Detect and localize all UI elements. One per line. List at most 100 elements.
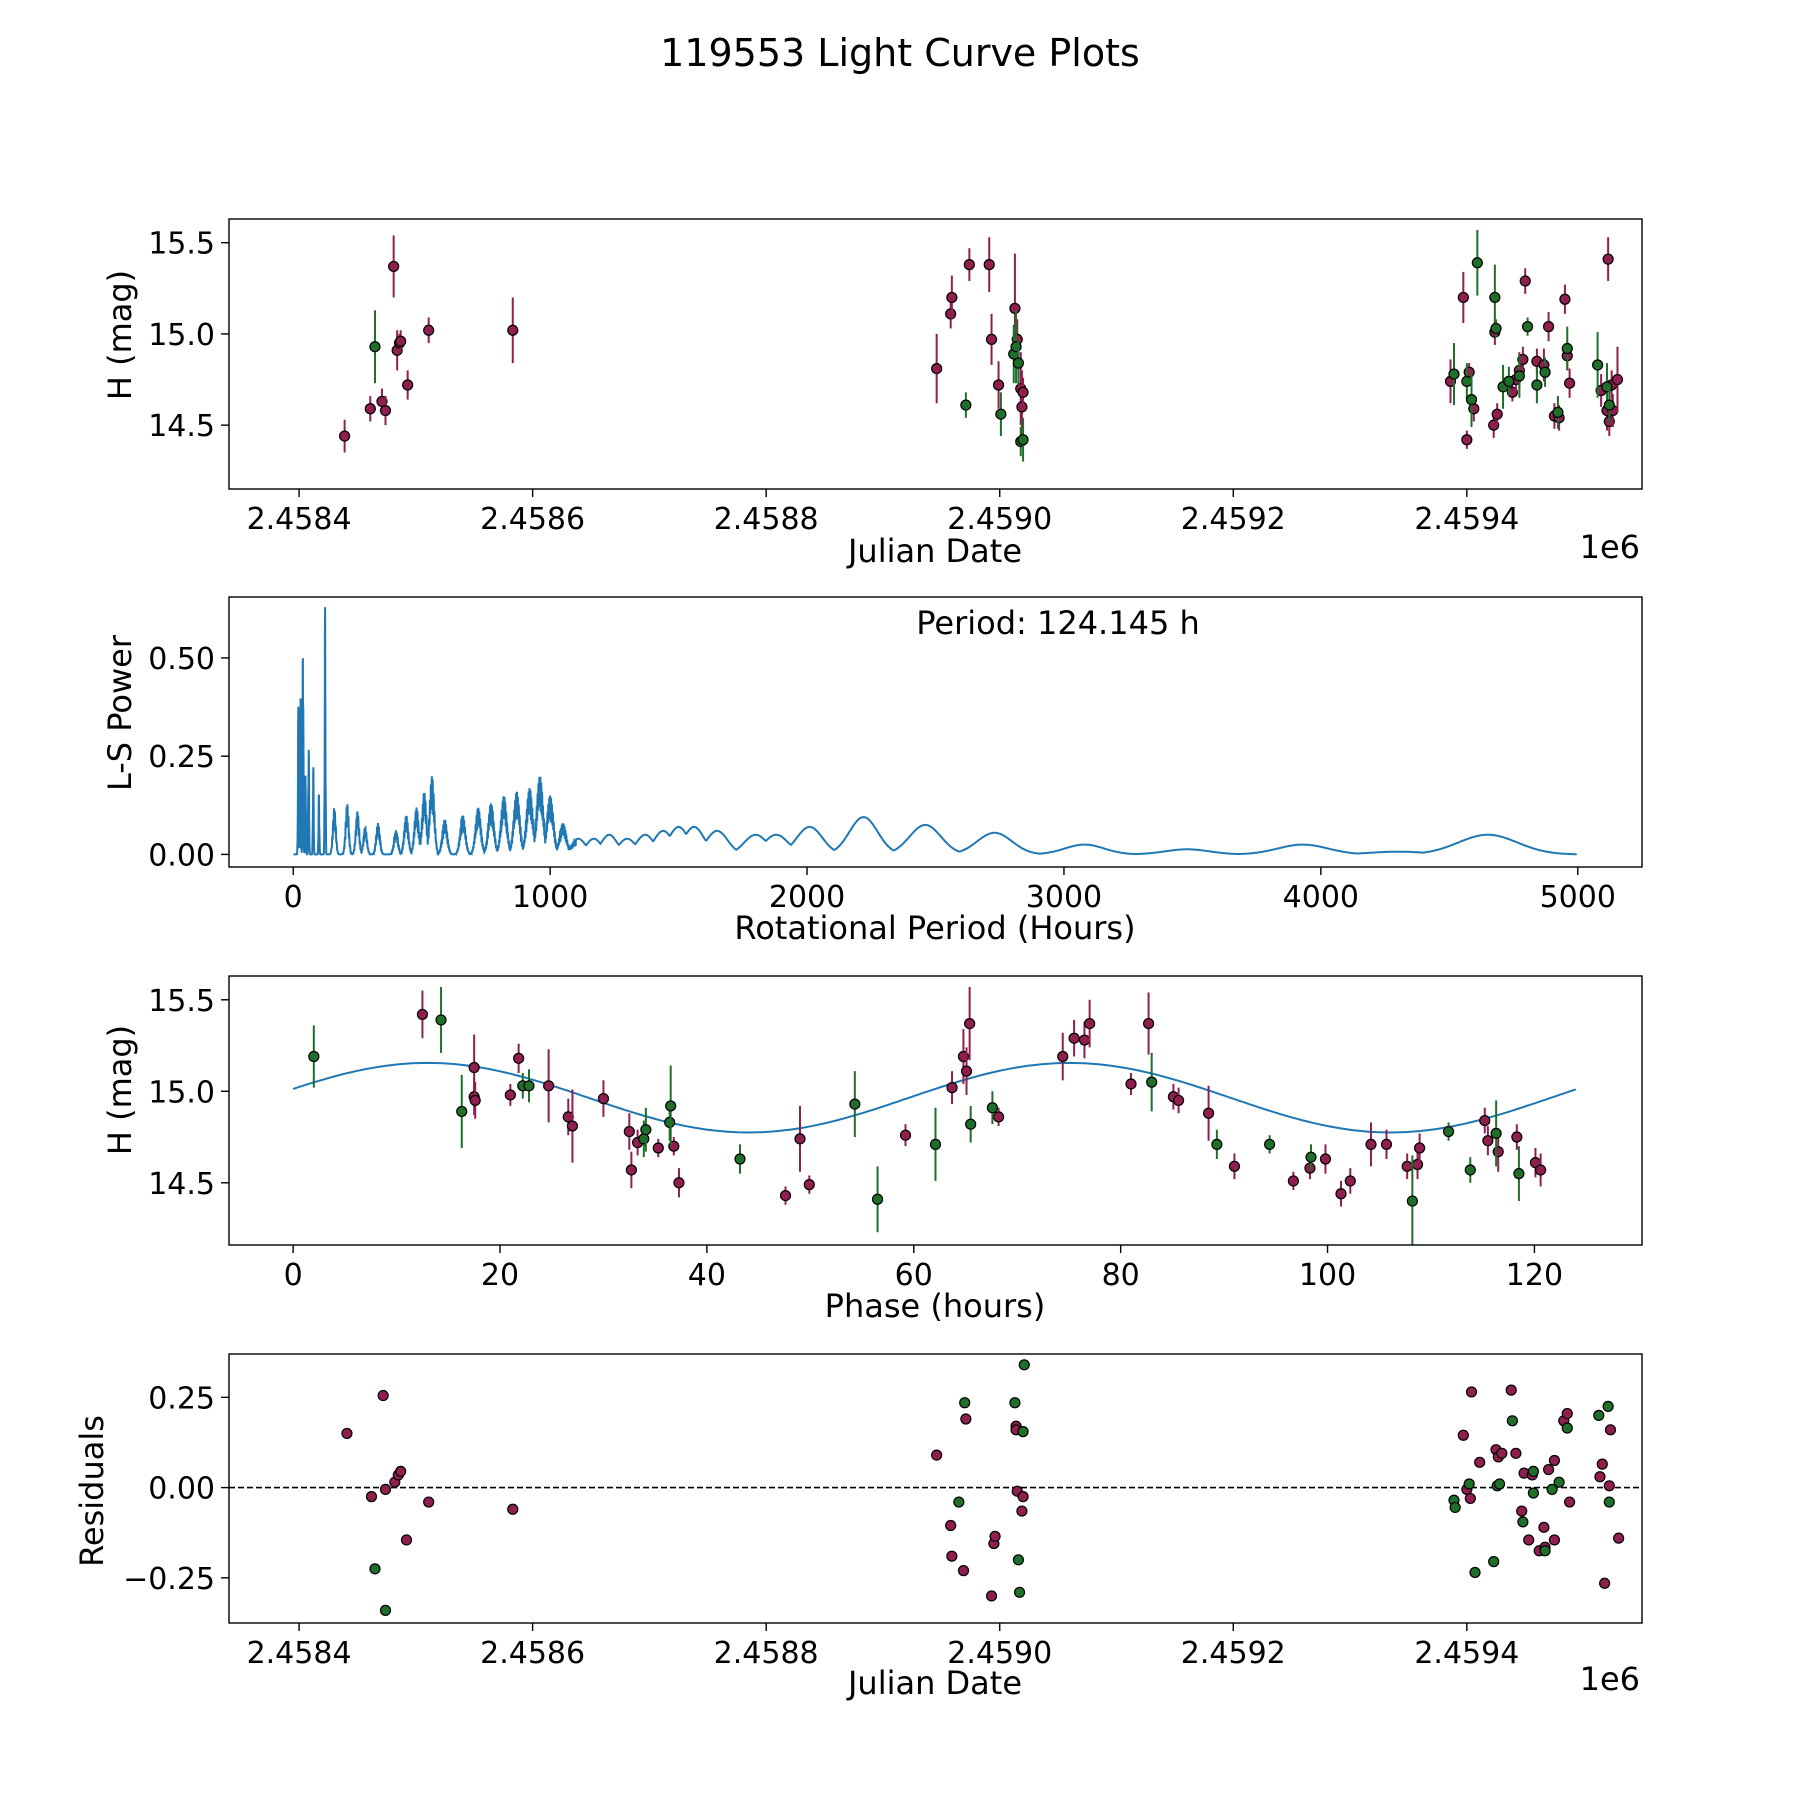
lightcurve-x-axis-label: Julian Date (846, 532, 1022, 570)
residuals-point-red (377, 1389, 389, 1402)
periodogram-x-axis-label: Rotational Period (Hours) (734, 909, 1135, 947)
lightcurve-point-green (1513, 370, 1525, 382)
lightcurve-point-red (983, 259, 995, 271)
residuals-point-green (1527, 1465, 1539, 1477)
phased-point-red (1335, 1188, 1347, 1200)
residuals-point-green (379, 1604, 392, 1616)
lightcurve-point-red (1559, 293, 1571, 305)
phased-point-red (1411, 1158, 1424, 1171)
residuals-point-green (1013, 1586, 1026, 1598)
phased-x-tick-label: 40 (688, 1258, 726, 1293)
phased-y-tick-label: 15.5 (148, 984, 215, 1019)
phased-point-red (1401, 1160, 1413, 1172)
phased-point-green (734, 1153, 746, 1165)
periodogram-x-tick-label: 3000 (1026, 880, 1102, 915)
phased-y-tick-label: 14.5 (148, 1167, 215, 1202)
phased-point-red (1511, 1131, 1523, 1143)
lightcurve-y-tick-label: 15.5 (148, 227, 215, 262)
phased-point-green (1464, 1164, 1476, 1176)
lightcurve-point-red (364, 403, 376, 415)
residuals-point-green (1546, 1483, 1558, 1496)
residuals-point-red (1516, 1505, 1528, 1517)
phased-point-red (1068, 1032, 1080, 1044)
phased-x-axis-label: Phase (hours) (825, 1287, 1046, 1325)
phased-panel: Phase (hours) H (mag) 0 20 40 60 80 100 120 14.… (101, 975, 1643, 1325)
residuals-point-red (423, 1496, 435, 1508)
lightcurve-point-red (985, 333, 998, 346)
residuals-point-red (945, 1519, 957, 1532)
residuals-point-red (1604, 1424, 1617, 1436)
residuals-point-red (1548, 1454, 1561, 1467)
phased-point-green (1442, 1125, 1455, 1138)
phased-point-red (899, 1129, 912, 1141)
residuals-point-red (379, 1483, 392, 1496)
residuals-point-green (1517, 1516, 1529, 1528)
residuals-plot-area (229, 1359, 1642, 1616)
periodogram-x-tick-label: 5000 (1540, 880, 1616, 915)
phased-point-red (1344, 1175, 1356, 1187)
phased-point-green (523, 1080, 535, 1092)
lightcurve-point-red (1463, 366, 1475, 378)
phased-point-green (986, 1102, 998, 1114)
phased-point-red (1172, 1094, 1185, 1107)
residuals-point-green (959, 1397, 971, 1409)
lightcurve-plot-area (339, 229, 1624, 462)
residuals-point-red (957, 1565, 970, 1577)
phased-point-red (673, 1177, 685, 1189)
residuals-point-red (1017, 1491, 1029, 1503)
lightcurve-point-green (1465, 394, 1478, 406)
residuals-point-red (1496, 1447, 1508, 1459)
residuals-point-red (1563, 1496, 1576, 1508)
lightcurve-point-red (379, 404, 392, 417)
residuals-point-green (1539, 1545, 1551, 1557)
lightcurve-point-red (946, 291, 958, 304)
phased-point-green (965, 1118, 977, 1130)
lightcurve-point-red (1519, 275, 1531, 287)
phased-x-tick-label: 60 (895, 1258, 933, 1293)
lightcurve-x-tick-label: 2.4590 (947, 502, 1052, 537)
phased-point-red (1287, 1175, 1300, 1187)
phased-point-red (597, 1093, 610, 1105)
residuals-point-red (931, 1449, 943, 1461)
lightcurve-point-red (1488, 419, 1500, 431)
lightcurve-point-red (388, 260, 400, 273)
residuals-x-tick-label: 2.4590 (947, 1636, 1052, 1671)
lightcurve-point-green (1592, 359, 1604, 371)
phased-point-red (964, 1017, 976, 1030)
residuals-point-red (400, 1534, 413, 1546)
phased-y-axis-label: H (mag) (101, 1025, 139, 1155)
phased-point-red (1414, 1142, 1426, 1154)
lightcurve-x-tick-label: 2.4584 (247, 502, 352, 537)
residuals-point-red (1594, 1471, 1606, 1483)
residuals-point-red (341, 1427, 353, 1440)
residuals-point-green (1009, 1397, 1021, 1409)
residuals-point-green (953, 1496, 965, 1508)
lightcurve-point-green (1521, 321, 1534, 333)
phased-point-red (652, 1142, 664, 1154)
periodogram-plot-area (293, 607, 1577, 857)
residuals-point-red (1596, 1458, 1608, 1470)
residuals-point-red (1465, 1386, 1478, 1398)
phased-x-tick-label: 80 (1102, 1258, 1140, 1293)
residuals-point-red (1523, 1534, 1535, 1546)
lightcurve-point-red (1009, 302, 1021, 314)
phased-point-red (1228, 1160, 1241, 1172)
phased-point-green (456, 1105, 468, 1118)
phased-x-tick-label: 120 (1506, 1258, 1563, 1293)
lightcurve-y-tick-label: 14.5 (148, 409, 215, 444)
phased-point-red (803, 1179, 815, 1191)
residuals-point-green (1602, 1400, 1614, 1412)
lightcurve-point-green (1552, 406, 1564, 418)
periodogram-x-tick-label: 1000 (512, 880, 588, 915)
residuals-x-tick-label: 2.4584 (247, 1636, 352, 1671)
lightcurve-point-green (1010, 341, 1022, 353)
lightcurve-point-red (395, 335, 407, 347)
residuals-point-green (1449, 1501, 1461, 1514)
lightcurve-point-green (1531, 379, 1543, 391)
phased-x-tick-label: 0 (284, 1258, 303, 1293)
lightcurve-y-tick-label: 15.0 (148, 318, 215, 353)
residuals-x-axis-label: Julian Date (846, 1664, 1022, 1702)
phased-point-red (513, 1052, 525, 1064)
lightcurve-x-tick-label: 2.4586 (480, 502, 585, 537)
phased-point-red (1084, 1017, 1096, 1030)
